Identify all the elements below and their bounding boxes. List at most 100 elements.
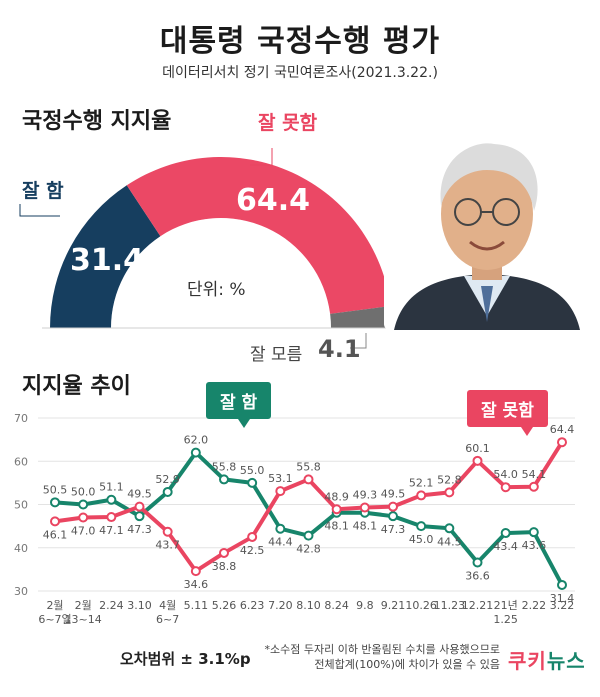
- data-point-good: [388, 511, 398, 522]
- bad-label: 잘 못함: [258, 112, 318, 134]
- x-tick-label: 10.26: [405, 599, 437, 612]
- y-tick-label: 70: [14, 412, 28, 425]
- donut-segment-bad: [126, 157, 391, 314]
- data-label-good: 50.0: [71, 486, 96, 499]
- data-label-bad: 47.0: [71, 524, 96, 537]
- data-point-good: [219, 474, 229, 485]
- data-point-good: [444, 523, 455, 534]
- data-point-good: [134, 511, 145, 522]
- data-label-bad: 47.1: [99, 524, 124, 537]
- data-point-bad: [106, 512, 117, 523]
- trend-section-title: 지지율 추이: [22, 374, 131, 399]
- footnote-line2: 전체합계(100%)에 차이가 있을 수 있음: [314, 658, 500, 671]
- unit-label: 단위: %: [187, 280, 246, 300]
- page-subtitle: 데이터리서치 정기 국민여론조사(2021.3.22.): [162, 65, 438, 81]
- data-label-bad: 49.5: [127, 488, 152, 501]
- x-tick-label: 8.24: [324, 599, 349, 612]
- footnote-line1: *소수점 두자리 이하 반올림된 수치를 사용했으므로: [264, 643, 500, 656]
- data-point-good: [275, 523, 286, 534]
- unknown-leader-line: [350, 333, 367, 349]
- data-label-good: 48.1: [353, 520, 378, 533]
- data-point-bad: [500, 482, 511, 493]
- x-tick-label: 7.20: [268, 599, 293, 612]
- y-tick-label: 60: [14, 455, 28, 468]
- x-tick-label: 2.24: [99, 599, 124, 612]
- y-tick-label: 50: [14, 499, 28, 512]
- data-label-bad: 42.5: [240, 544, 265, 557]
- data-label-bad: 52.8: [437, 473, 462, 486]
- data-label-bad: 48.9: [324, 490, 349, 503]
- footnote: *소수점 두자리 이하 반올림된 수치를 사용했으므로 전체합계(100%)에 …: [238, 642, 500, 672]
- x-tick-label: 5.26: [212, 599, 237, 612]
- data-label-good: 62.0: [184, 434, 209, 447]
- logo-part2: 뉴스: [546, 649, 586, 673]
- data-label-bad: 60.1: [465, 442, 490, 455]
- donut-segment-good: [49, 185, 161, 328]
- good-bubble-label: 잘 함: [206, 382, 272, 419]
- data-label-bad: 64.4: [550, 423, 575, 436]
- data-label-bad: 55.8: [296, 460, 321, 473]
- data-point-bad: [134, 501, 145, 512]
- donut-segment-unknown: [330, 306, 392, 328]
- data-point-bad: [275, 486, 286, 497]
- data-point-good: [162, 486, 173, 497]
- data-point-good: [557, 579, 567, 590]
- data-point-bad: [416, 490, 427, 501]
- data-label-good: 47.3: [381, 523, 406, 536]
- data-point-bad: [247, 531, 258, 542]
- x-tick-label: 5.11: [184, 599, 209, 612]
- data-point-good: [106, 494, 117, 505]
- logo-part1: 쿠키: [508, 649, 547, 673]
- data-point-good: [416, 521, 427, 532]
- data-point-bad: [444, 487, 455, 498]
- x-tick-label: 2.22: [522, 599, 547, 612]
- data-label-good: 45.0: [409, 533, 434, 546]
- x-tick-label: 2월 6~7일: [38, 599, 71, 626]
- data-label-bad: 46.1: [43, 528, 68, 541]
- x-tick-label: 3.10: [127, 599, 152, 612]
- data-label-bad: 34.6: [184, 578, 209, 591]
- donut-inner-band: [111, 218, 331, 328]
- approval-section-title: 국정수행 지지율: [22, 109, 172, 134]
- data-label-bad: 43.7: [155, 539, 180, 552]
- approval-donut-chart: [19, 148, 402, 349]
- data-label-good: 47.3: [127, 523, 152, 536]
- x-tick-label: 9.21: [381, 599, 406, 612]
- x-tick-label: 3.22: [550, 599, 575, 612]
- brand-logo: 쿠키뉴스: [508, 645, 586, 674]
- data-point-bad: [331, 504, 342, 515]
- data-point-good: [78, 499, 89, 510]
- data-point-good: [303, 530, 314, 541]
- data-label-bad: 52.1: [409, 476, 434, 489]
- data-label-good: 43.6: [522, 539, 547, 552]
- good-leader-line: [19, 204, 60, 217]
- bad-bubble: 잘 못함: [467, 390, 548, 436]
- x-tick-label: 12.21: [462, 599, 494, 612]
- data-label-bad: 54.0: [493, 468, 518, 481]
- good-bubble: 잘 함: [206, 382, 272, 428]
- data-point-bad: [162, 526, 173, 537]
- unknown-label: 잘 모름: [250, 345, 303, 365]
- data-point-good: [472, 557, 483, 568]
- x-tick-label: 21년 1.25: [493, 599, 518, 626]
- data-label-bad: 49.5: [381, 488, 406, 501]
- x-tick-label: 2월 13~14: [65, 599, 102, 626]
- data-label-good: 55.0: [240, 464, 265, 477]
- data-label-good: 50.5: [43, 483, 68, 496]
- x-tick-label: 9.8: [356, 599, 374, 612]
- data-point-bad: [219, 547, 229, 558]
- portrait-image: [384, 126, 590, 330]
- data-point-bad: [78, 512, 89, 523]
- y-tick-label: 30: [14, 585, 28, 598]
- data-point-bad: [472, 455, 483, 466]
- data-label-good: 44.4: [268, 536, 293, 549]
- data-label-bad: 53.1: [268, 472, 293, 485]
- data-point-good: [50, 497, 60, 508]
- data-label-bad: 49.3: [353, 489, 378, 502]
- good-value: 31.4: [70, 243, 145, 278]
- data-label-good: 31.4: [550, 592, 575, 605]
- data-point-good: [190, 447, 201, 458]
- data-point-bad: [388, 501, 398, 512]
- data-label-bad: 38.8: [212, 560, 237, 573]
